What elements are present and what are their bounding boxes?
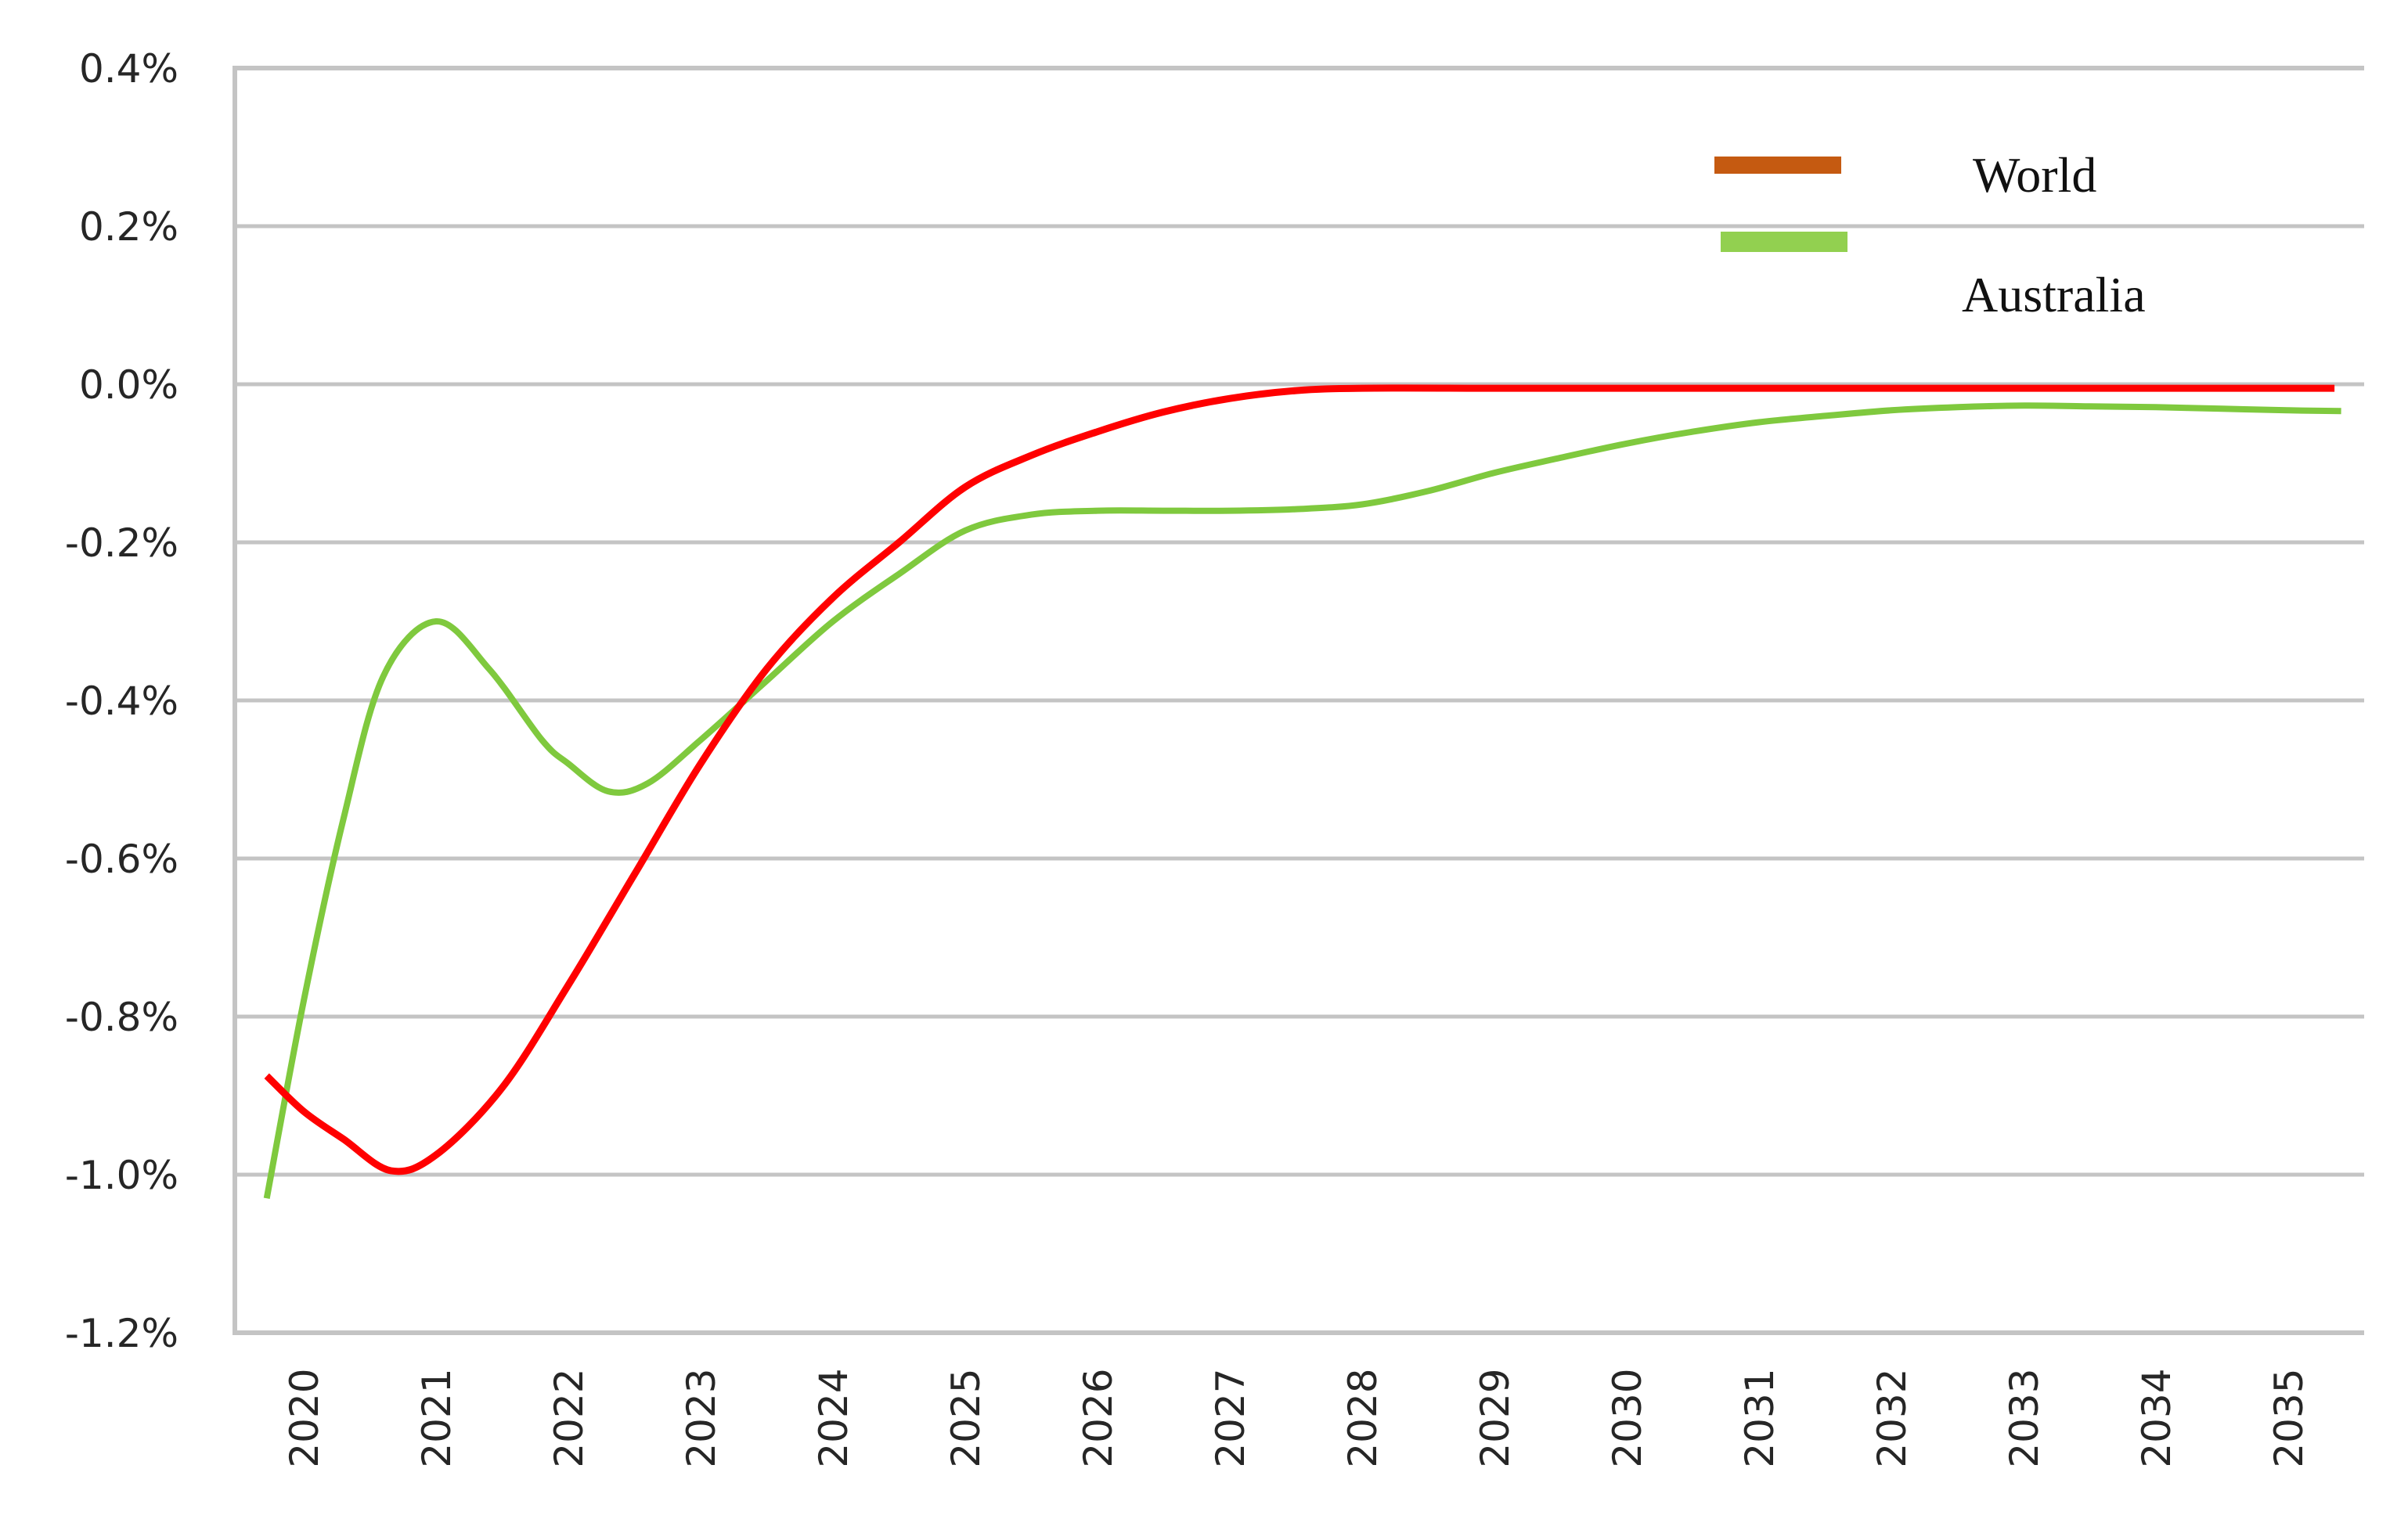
legend-label-world: World bbox=[1973, 147, 2096, 203]
legend-swatch-australia bbox=[1721, 232, 1847, 252]
y-tick-label: 0.0% bbox=[79, 362, 178, 408]
series-line-world bbox=[264, 384, 2335, 1175]
legend-label-australia: Australia bbox=[1962, 267, 2146, 322]
y-tick-label: 0.4% bbox=[79, 46, 178, 92]
x-tick-label: 2028 bbox=[1340, 1368, 1386, 1467]
series-line-australia bbox=[263, 402, 2341, 1200]
x-tick-label: 2031 bbox=[1737, 1368, 1783, 1467]
x-tick-label: 2032 bbox=[1869, 1368, 1915, 1467]
x-tick-label: 2030 bbox=[1605, 1368, 1650, 1467]
y-tick-label: -0.4% bbox=[65, 679, 178, 724]
x-tick-label: 2034 bbox=[2134, 1368, 2179, 1467]
x-tick-label: 2029 bbox=[1473, 1368, 1518, 1467]
legend-swatch-world bbox=[1714, 157, 1841, 174]
series-lines bbox=[263, 384, 2341, 1200]
y-axis-tick-labels: 0.4% 0.2% 0.0% -0.2% -0.4% -0.6% -0.8% -1.0% -1.… bbox=[65, 46, 178, 1356]
x-tick-label: 2026 bbox=[1076, 1368, 1121, 1467]
y-tick-label: 0.2% bbox=[79, 204, 178, 250]
y-tick-label: -0.8% bbox=[65, 995, 178, 1040]
y-tick-label: -0.2% bbox=[65, 520, 178, 566]
x-tick-label: 2024 bbox=[811, 1368, 856, 1467]
x-tick-label: 2021 bbox=[414, 1368, 460, 1467]
x-tick-label: 2022 bbox=[546, 1368, 592, 1467]
gridlines bbox=[235, 66, 2364, 1177]
x-tick-label: 2025 bbox=[943, 1368, 989, 1467]
x-tick-label: 2033 bbox=[2002, 1368, 2047, 1467]
legend: World Australia bbox=[1714, 147, 2146, 322]
axis-frame bbox=[233, 66, 2364, 1335]
y-tick-label: -1.2% bbox=[65, 1311, 178, 1356]
x-tick-label: 2027 bbox=[1208, 1368, 1253, 1467]
y-tick-label: -0.6% bbox=[65, 837, 178, 882]
x-tick-label: 2035 bbox=[2266, 1368, 2312, 1467]
x-axis-tick-labels: 2020 2021 2022 2023 2024 2025 2026 2027 2028 2029… bbox=[282, 1368, 2312, 1467]
y-tick-label: -1.0% bbox=[65, 1153, 178, 1198]
x-tick-label: 2023 bbox=[679, 1368, 724, 1467]
x-tick-label: 2020 bbox=[282, 1368, 327, 1467]
